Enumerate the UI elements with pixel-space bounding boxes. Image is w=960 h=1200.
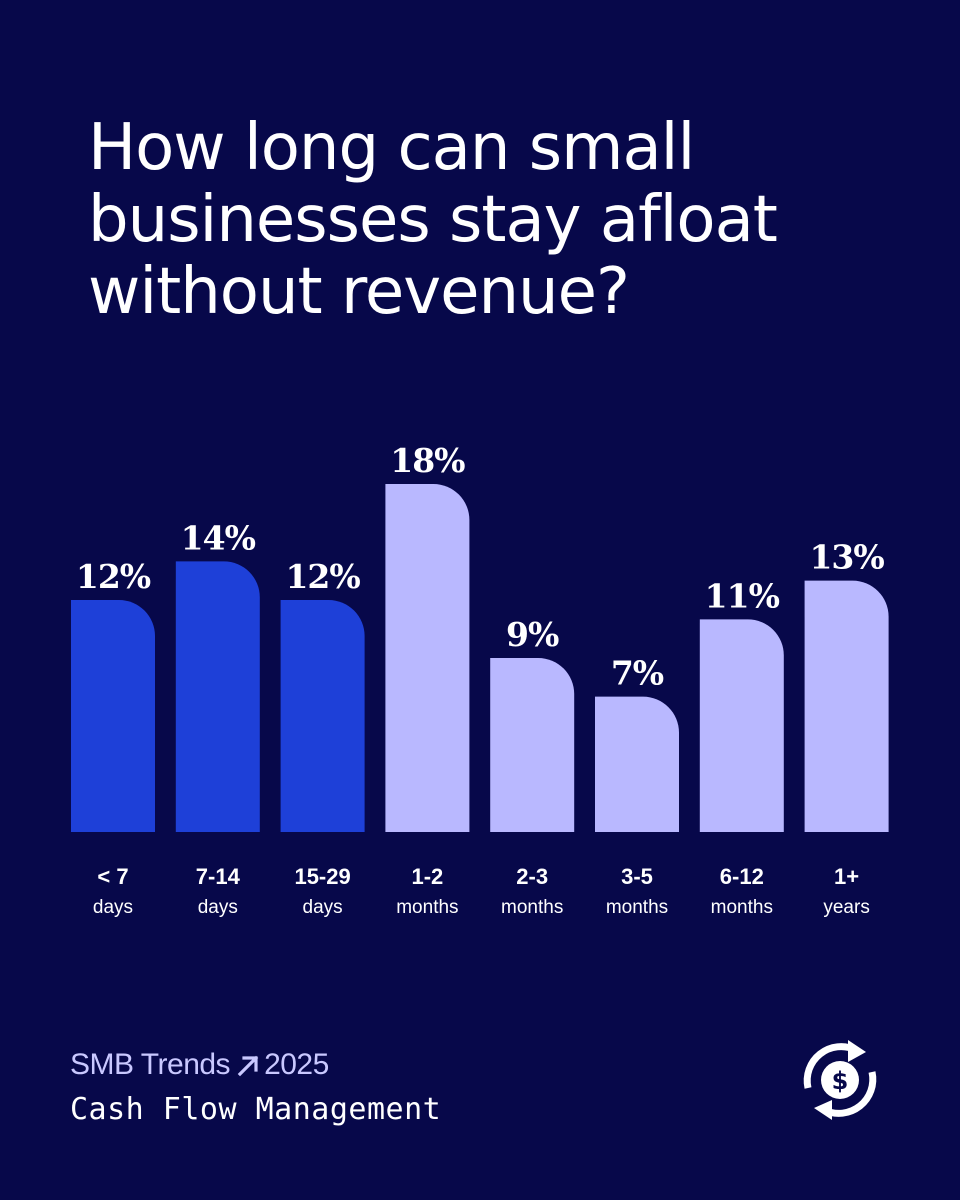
x-tick-label: 3-5 — [621, 864, 653, 889]
bar-value-label: 9% — [506, 615, 559, 654]
x-tick-unit-label: months — [711, 897, 773, 918]
x-tick-label: 15-29 — [294, 864, 350, 889]
x-tick-unit-label: months — [606, 897, 668, 918]
bar — [280, 600, 365, 832]
bar — [595, 696, 679, 832]
x-tick-unit-label: months — [396, 897, 458, 918]
bar-value-label: 11% — [705, 576, 780, 615]
bar — [71, 600, 155, 832]
bar-value-label: 18% — [390, 441, 465, 480]
bar — [490, 658, 575, 832]
footer: SMB Trends 2025 Cash Flow Management — [70, 1046, 441, 1127]
x-tick-label: 1+ — [834, 864, 859, 889]
x-tick-label: 6-12 — [720, 864, 764, 889]
arrow-up-right-icon — [237, 1055, 259, 1077]
x-tick-unit-label: days — [93, 897, 133, 918]
x-tick-label: 2-3 — [516, 864, 548, 889]
bar-value-label: 7% — [611, 654, 664, 693]
x-tick-unit-label: years — [823, 897, 869, 918]
bar — [699, 619, 784, 832]
x-tick-label: 1-2 — [412, 864, 444, 889]
bar-value-label: 14% — [181, 518, 256, 557]
x-tick-unit-label: months — [501, 897, 563, 918]
x-tick-unit-label: days — [303, 897, 343, 918]
dollar-cycle-icon: $ — [803, 1040, 877, 1120]
x-tick-label: < 7 — [97, 864, 128, 889]
page-title: How long can small businesses stay afloa… — [88, 111, 778, 329]
bar — [175, 561, 260, 832]
brand-name: SMB Trends — [70, 1048, 231, 1081]
bar — [804, 580, 889, 832]
bar-value-label: 13% — [809, 538, 884, 577]
bar-chart: 12% < 7 days 14% 7-14 days 12% 15-29 days 18% 1-2 m… — [71, 441, 889, 918]
x-tick-label: 7-14 — [196, 864, 241, 889]
bar-value-label: 12% — [76, 557, 151, 596]
bar — [385, 484, 470, 832]
x-tick-unit-label: days — [198, 897, 238, 918]
brand-row: SMB Trends 2025 — [70, 1046, 441, 1084]
bar-value-label: 12% — [285, 557, 360, 596]
footer-subtitle: Cash Flow Management — [70, 1092, 442, 1127]
brand-year: 2025 — [264, 1048, 329, 1081]
svg-text:$: $ — [832, 1067, 849, 1095]
